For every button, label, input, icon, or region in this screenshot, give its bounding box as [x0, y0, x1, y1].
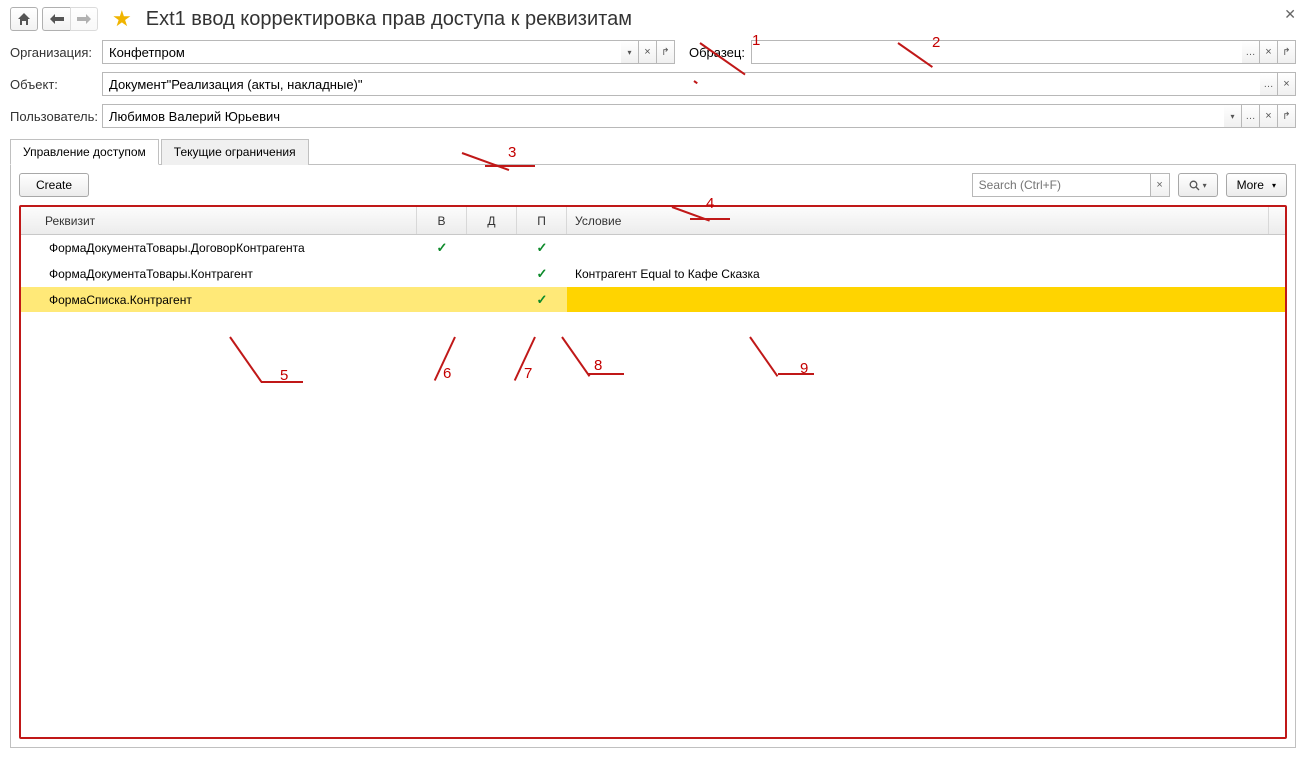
user-input[interactable] [102, 104, 1224, 128]
grid-body: ФормаДокументаТовары.ДоговорКонтрагента✓… [21, 235, 1285, 737]
user-dropdown[interactable] [1224, 104, 1242, 128]
row-icon [21, 261, 45, 286]
organization-dropdown[interactable] [621, 40, 639, 64]
cell-b: ✓ [417, 235, 467, 260]
cell-cond [567, 235, 1285, 260]
cell-d [467, 261, 517, 286]
close-button[interactable]: ✕ [1284, 6, 1296, 23]
home-button[interactable] [10, 7, 38, 31]
tab-access-control[interactable]: Управление доступом [10, 139, 159, 165]
sample-dots[interactable] [1242, 40, 1260, 64]
row-icon [21, 235, 45, 260]
back-button[interactable] [42, 7, 70, 31]
table-row[interactable]: ФормаДокументаТовары.ДоговорКонтрагента✓… [21, 235, 1285, 261]
header-attr[interactable]: Реквизит [21, 207, 417, 234]
arrow-left-icon [50, 14, 64, 24]
sample-open[interactable] [1278, 40, 1296, 64]
sample-clear[interactable] [1260, 40, 1278, 64]
organization-input[interactable] [102, 40, 621, 64]
cell-cond [567, 287, 1285, 312]
row-icon [21, 287, 45, 312]
cell-p: ✓ [517, 261, 567, 286]
star-icon: ★ [112, 6, 132, 32]
user-clear[interactable] [1260, 104, 1278, 128]
header-d[interactable]: Д [467, 207, 517, 234]
grid: Реквизит В Д П Условие ФормаДокументаТов… [19, 205, 1287, 739]
table-row[interactable]: ФормаДокументаТовары.Контрагент ✓Контраге… [21, 261, 1285, 287]
organization-open[interactable] [657, 40, 675, 64]
more-button[interactable]: More [1226, 173, 1287, 197]
cell-attr: ФормаДокументаТовары.Контрагент [45, 261, 417, 286]
create-button[interactable]: Create [19, 173, 89, 197]
cell-p: ✓ [517, 235, 567, 260]
user-dots[interactable] [1242, 104, 1260, 128]
cell-d [467, 287, 517, 312]
sample-input[interactable] [751, 40, 1242, 64]
cell-b [417, 261, 467, 286]
page-title: Ext1 ввод корректировка прав доступа к р… [146, 8, 632, 31]
tab-content: Create ▾ More Реквизит В Д П Условие Фо [10, 165, 1296, 748]
object-dots[interactable] [1260, 72, 1278, 96]
forward-button[interactable] [70, 7, 98, 31]
user-open[interactable] [1278, 104, 1296, 128]
search-clear[interactable] [1150, 173, 1170, 197]
cell-d [467, 235, 517, 260]
object-clear[interactable] [1278, 72, 1296, 96]
cell-attr: ФормаСписка.Контрагент [45, 287, 417, 312]
user-label: Пользователь: [10, 109, 102, 124]
organization-label: Организация: [10, 45, 102, 60]
search-input[interactable] [972, 173, 1150, 197]
header-cond[interactable]: Условие [567, 207, 1269, 234]
header-scroll-gutter [1269, 207, 1285, 234]
organization-clear[interactable] [639, 40, 657, 64]
sample-label: Образец: [689, 45, 751, 60]
tab-current-restrictions[interactable]: Текущие ограничения [161, 139, 309, 165]
header-p[interactable]: П [517, 207, 567, 234]
cell-attr: ФормаДокументаТовары.ДоговорКонтрагента [45, 235, 417, 260]
arrow-right-icon [77, 14, 91, 24]
search-icon [1189, 180, 1200, 191]
object-input[interactable] [102, 72, 1260, 96]
cell-cond: Контрагент Equal to Кафе Сказка [567, 261, 1285, 286]
cell-p: ✓ [517, 287, 567, 312]
object-label: Объект: [10, 77, 102, 92]
header-b[interactable]: В [417, 207, 467, 234]
table-row[interactable]: ФормаСписка.Контрагент ✓ [21, 287, 1285, 313]
query-button[interactable]: ▾ [1178, 173, 1218, 197]
cell-b [417, 287, 467, 312]
home-icon [17, 12, 31, 26]
